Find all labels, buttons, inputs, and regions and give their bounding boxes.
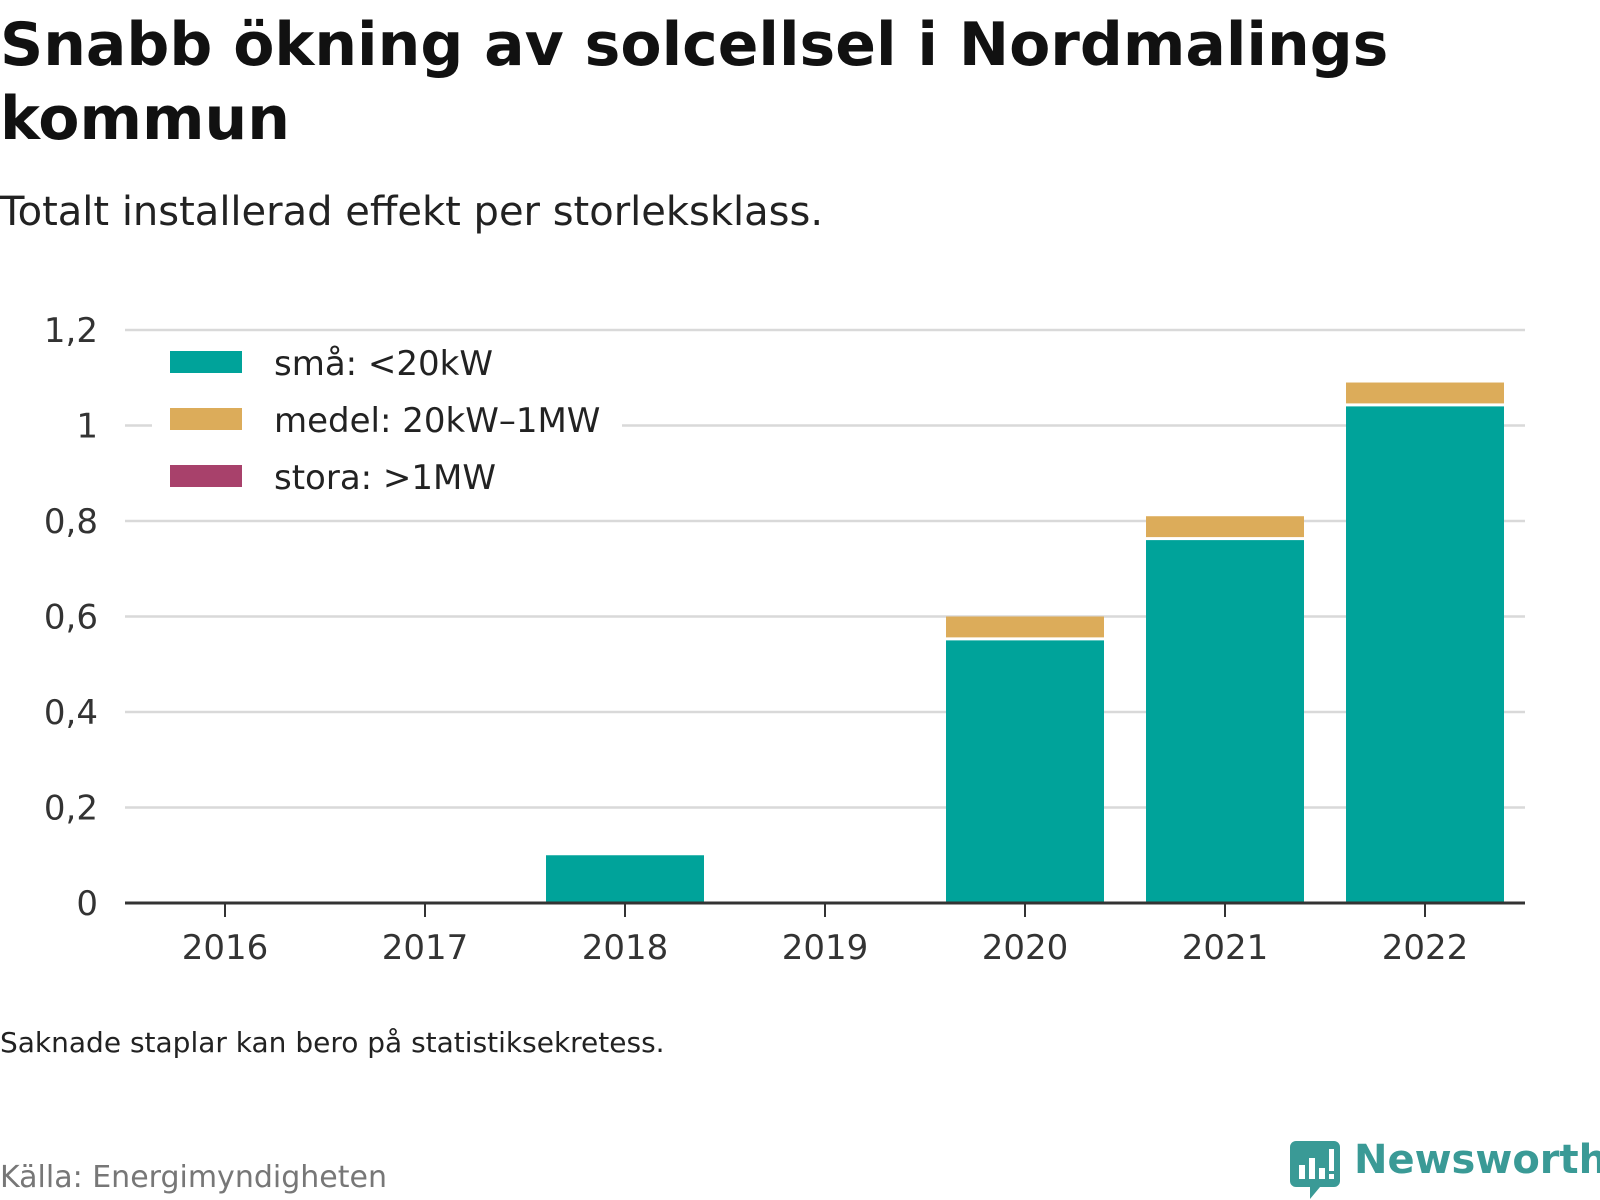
x-tick-label: 2016 xyxy=(182,928,269,968)
brand-logo: Newsworthy xyxy=(1290,1137,1600,1199)
bar-segment xyxy=(946,640,1104,903)
chart-subtitle: Totalt installerad effekt per storlekskl… xyxy=(0,189,824,235)
footnote: Saknade staplar kan bero på statistiksek… xyxy=(0,1026,665,1059)
legend-swatch xyxy=(170,408,242,430)
brand-name: Newsworthy xyxy=(1354,1137,1600,1183)
chart-title: Snabb ökning av solcellsel i Nordmalings… xyxy=(0,10,1389,154)
legend-swatch xyxy=(170,351,242,373)
bar-segment xyxy=(1346,406,1504,903)
source-credit: Källa: Energimyndigheten xyxy=(0,1160,387,1195)
y-tick-label: 0,2 xyxy=(44,789,98,829)
legend-swatch xyxy=(170,465,242,487)
x-tick-label: 2020 xyxy=(982,928,1069,968)
x-tick-label: 2018 xyxy=(582,928,669,968)
legend-label: medel: 20kW–1MW xyxy=(274,401,600,441)
y-tick-label: 1 xyxy=(76,407,98,447)
stacked-bar-chart: 0 0,2 0,4 0,6 0,8 1 1,2 2016 2017 2018 2019 2020 202… xyxy=(44,311,1525,968)
legend-label: stora: >1MW xyxy=(274,458,496,498)
x-tick-label: 2021 xyxy=(1182,928,1269,968)
bar-segment xyxy=(546,855,704,903)
x-tick-label: 2019 xyxy=(782,928,869,968)
y-tick-label: 1,2 xyxy=(44,311,98,351)
legend-label: små: <20kW xyxy=(274,344,493,384)
bar-segment xyxy=(1346,382,1504,404)
y-tick-label: 0 xyxy=(76,884,98,924)
bar-segment xyxy=(946,616,1104,638)
y-tick-label: 0,8 xyxy=(44,502,98,542)
bar-segment xyxy=(1146,540,1304,903)
y-tick-label: 0,4 xyxy=(44,693,98,733)
newsworthy-logo-icon xyxy=(1290,1141,1340,1199)
bar-segment xyxy=(1146,516,1304,538)
x-tick-label: 2022 xyxy=(1382,928,1469,968)
y-tick-label: 0,6 xyxy=(44,598,98,638)
x-tick-label: 2017 xyxy=(382,928,469,968)
